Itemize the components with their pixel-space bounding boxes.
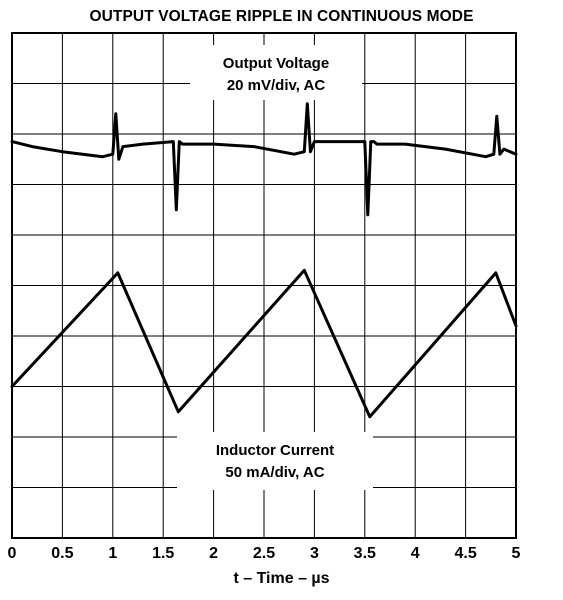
annotations: Output Voltage 20 mV/div, AC Inductor Curr… (216, 55, 334, 481)
plot-frame (11, 32, 517, 539)
chart-title: OUTPUT VOLTAGE RIPPLE IN CONTINUOUS MODE (89, 8, 474, 25)
output-voltage-label: Output Voltage (223, 55, 329, 72)
inductor-current-label: Inductor Current (216, 442, 334, 459)
x-tick-label: 2 (209, 545, 218, 562)
x-tick-label: 0.5 (51, 545, 73, 562)
inductor-current-scale-label: 50 mA/div, AC (225, 464, 324, 481)
output-voltage-trace (10, 102, 518, 217)
x-axis-label: t – Time – µs (233, 570, 330, 587)
x-tick-label: 0 (8, 545, 17, 562)
x-tick-label: 1 (108, 545, 117, 562)
x-tick-label: 2.5 (253, 545, 275, 562)
traces (10, 102, 518, 419)
x-tick-label: 4 (411, 545, 420, 562)
inductor-current-trace (10, 268, 518, 419)
output-voltage-scale-label: 20 mV/div, AC (227, 77, 326, 94)
x-tick-label: 3.5 (354, 545, 376, 562)
x-tick-label: 5 (512, 545, 521, 562)
x-tick-label: 4.5 (454, 545, 476, 562)
x-tick-label: 3 (310, 545, 319, 562)
grid-lines (12, 33, 516, 538)
x-tick-label: 1.5 (152, 545, 174, 562)
x-tick-labels: 0 0.5 1 1.5 2 2.5 3 3.5 4 4.5 5 (8, 545, 521, 562)
